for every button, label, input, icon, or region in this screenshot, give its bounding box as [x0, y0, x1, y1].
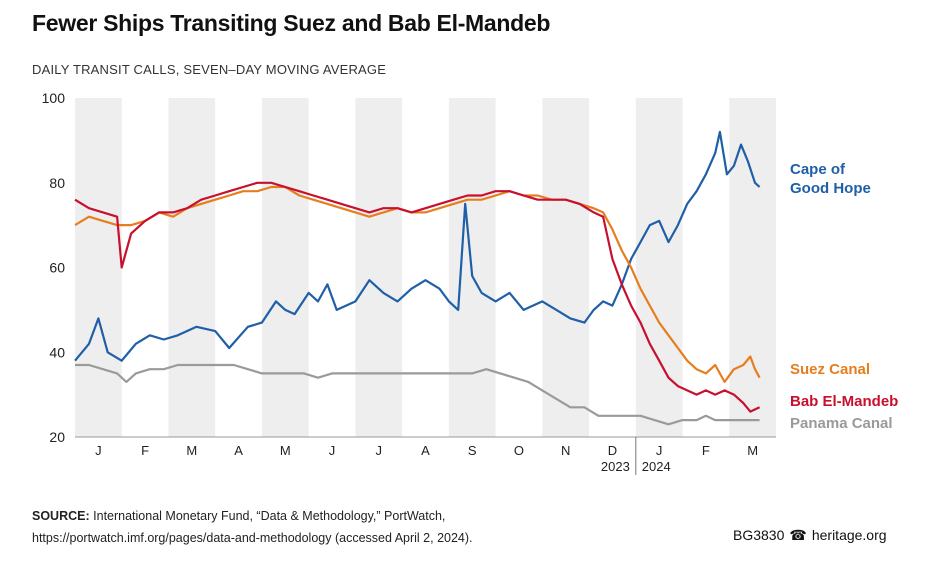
year-label-2023: 2023 [601, 459, 630, 474]
x-tick-label: A [234, 443, 243, 458]
month-band [75, 98, 122, 437]
x-tick-label: F [141, 443, 149, 458]
credit-site: heritage.org [811, 527, 887, 543]
series-line-cape-of-good-hope [74, 130, 761, 362]
phone-icon: ☎ [789, 527, 807, 543]
x-tick-label: D [608, 443, 617, 458]
source-line-2: https://portwatch.imf.org/pages/data-and… [32, 531, 473, 545]
month-band [261, 98, 309, 437]
source-line-1: International Monetary Fund, “Data & Met… [93, 509, 446, 523]
x-tick-label: F [702, 443, 710, 458]
x-tick-label: J [376, 443, 383, 458]
source-label: SOURCE: [32, 509, 90, 523]
month-band [168, 98, 216, 437]
x-tick-label: S [468, 443, 477, 458]
month-band [542, 98, 590, 437]
month-band [355, 98, 403, 437]
series-label-suez-canal: Suez Canal [790, 361, 870, 378]
series-label-cape-of-good-hope: Cape of Good Hope [790, 161, 871, 197]
x-tick-label: M [747, 443, 758, 458]
source-note: SOURCE: International Monetary Fund, “Da… [32, 505, 473, 549]
x-tick-label: J [95, 443, 102, 458]
y-tick-label: 100 [42, 90, 66, 106]
x-tick-label: J [656, 443, 663, 458]
x-tick-label: O [514, 443, 524, 458]
x-tick-label: M [186, 443, 197, 458]
series-label-bab-el-mandeb: Bab El-Mandeb [790, 393, 898, 410]
month-band [635, 98, 683, 437]
x-tick-label: J [329, 443, 336, 458]
series-line-bab-el-mandeb [74, 181, 761, 413]
y-tick-label: 20 [49, 429, 65, 445]
y-tick-label: 60 [49, 260, 65, 276]
x-tick-label: A [421, 443, 430, 458]
y-tick-label: 40 [49, 344, 65, 360]
month-band [729, 98, 776, 437]
chart-title: Fewer Ships Transiting Suez and Bab El-M… [32, 10, 551, 36]
year-label-2024: 2024 [642, 459, 671, 474]
x-tick-label: M [280, 443, 291, 458]
y-tick-label: 80 [49, 175, 65, 191]
series-line-suez-canal [74, 185, 761, 383]
chart-subtitle: DAILY TRANSIT CALLS, SEVEN–DAY MOVING AV… [32, 62, 387, 77]
report-code: BG3830 [733, 527, 785, 543]
series-label-panama-canal: Panama Canal [790, 415, 893, 432]
series-line-panama-canal [75, 363, 760, 426]
credit: BG3830 ☎ heritage.org [733, 527, 887, 544]
x-tick-label: N [561, 443, 570, 458]
